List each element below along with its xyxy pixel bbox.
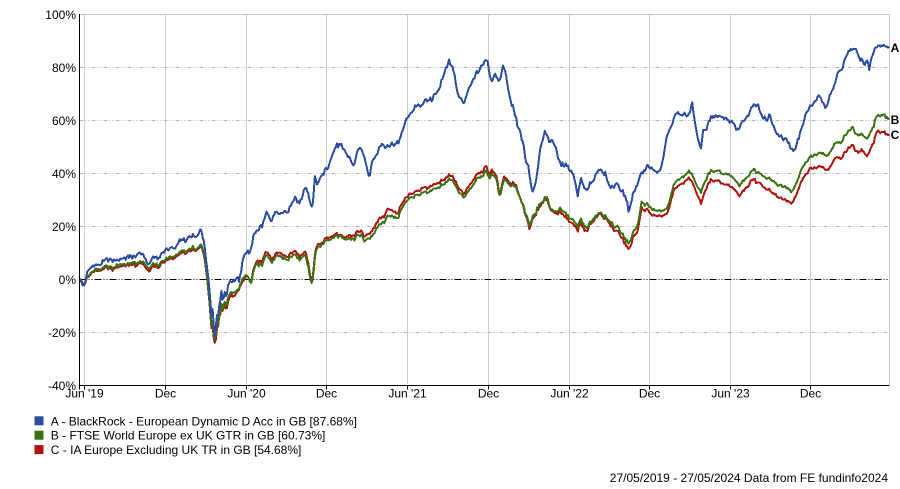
svg-text:40%: 40% bbox=[52, 167, 76, 181]
svg-text:Dec: Dec bbox=[800, 387, 821, 401]
svg-text:0%: 0% bbox=[59, 273, 77, 287]
svg-text:80%: 80% bbox=[52, 61, 76, 75]
svg-text:C - IA Europe Excluding UK TR: C - IA Europe Excluding UK TR in GB [54.… bbox=[51, 443, 302, 457]
svg-text:A: A bbox=[891, 41, 900, 55]
svg-text:Dec: Dec bbox=[155, 387, 176, 401]
svg-text:A - BlackRock - European Dynam: A - BlackRock - European Dynamic D Acc i… bbox=[51, 414, 357, 428]
svg-text:Dec: Dec bbox=[639, 387, 660, 401]
svg-text:20%: 20% bbox=[52, 220, 76, 234]
svg-text:Jun '22: Jun '22 bbox=[550, 387, 589, 401]
svg-text:100%: 100% bbox=[45, 8, 76, 22]
svg-text:27/05/2019 - 27/05/2024 Data f: 27/05/2019 - 27/05/2024 Data from FE fun… bbox=[610, 471, 889, 484]
svg-text:Jun '20: Jun '20 bbox=[227, 387, 266, 401]
svg-text:60%: 60% bbox=[52, 114, 76, 128]
svg-text:Dec: Dec bbox=[316, 387, 337, 401]
svg-text:Dec: Dec bbox=[478, 387, 499, 401]
svg-text:Jun '23: Jun '23 bbox=[711, 387, 750, 401]
svg-text:B - FTSE World Europe ex UK GT: B - FTSE World Europe ex UK GTR in GB [6… bbox=[51, 429, 326, 443]
svg-text:B: B bbox=[891, 113, 900, 127]
svg-text:Jun '19: Jun '19 bbox=[65, 387, 104, 401]
svg-text:Jun '21: Jun '21 bbox=[388, 387, 427, 401]
svg-text:-20%: -20% bbox=[48, 326, 76, 340]
svg-text:C: C bbox=[891, 128, 900, 142]
svg-text:-40%: -40% bbox=[48, 379, 76, 393]
